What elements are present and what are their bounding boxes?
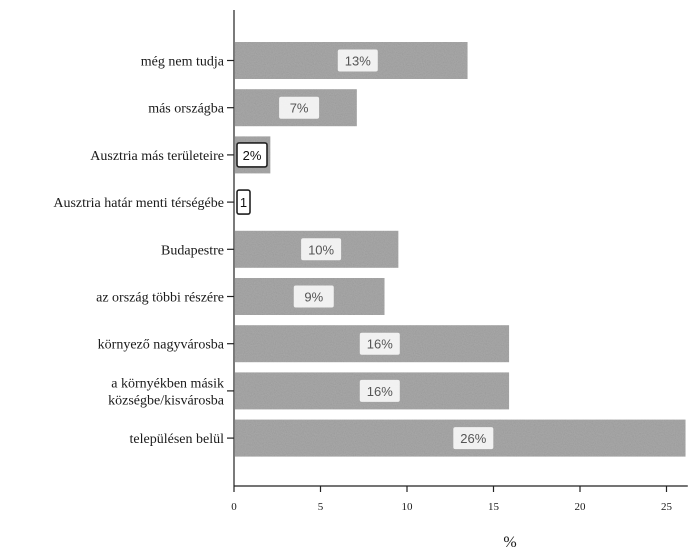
data-label: 2%: [243, 148, 262, 163]
category-label: környező nagyvárosba: [98, 338, 225, 353]
category-label: Ausztria más területeire: [90, 149, 224, 164]
data-label: 7%: [290, 101, 309, 116]
data-label: 9%: [304, 290, 323, 305]
x-tick-label: 0: [231, 501, 237, 513]
category-label: más országba: [148, 102, 225, 117]
x-tick-label: 5: [318, 501, 324, 513]
data-label: 1: [240, 195, 247, 210]
category-label: településen belül: [130, 432, 225, 447]
x-tick-label: 10: [402, 501, 414, 513]
x-tick-label: 25: [661, 501, 673, 513]
x-axis-unit-label: %: [503, 534, 516, 551]
data-label: 10%: [308, 242, 334, 257]
x-tick-label: 15: [488, 501, 500, 513]
category-label: Budapestre: [161, 243, 224, 258]
category-label: még nem tudja: [141, 55, 225, 70]
category-label: az ország többi részére: [96, 291, 224, 306]
category-label: a környékben másik községbe/kisvárosba: [108, 376, 225, 408]
x-tick-label: 20: [575, 501, 587, 513]
data-label: 16%: [367, 337, 393, 352]
category-label: Ausztria határ menti térségébe: [53, 196, 224, 211]
data-label: 13%: [345, 54, 371, 69]
data-label: 16%: [367, 384, 393, 399]
data-label: 26%: [460, 431, 486, 446]
